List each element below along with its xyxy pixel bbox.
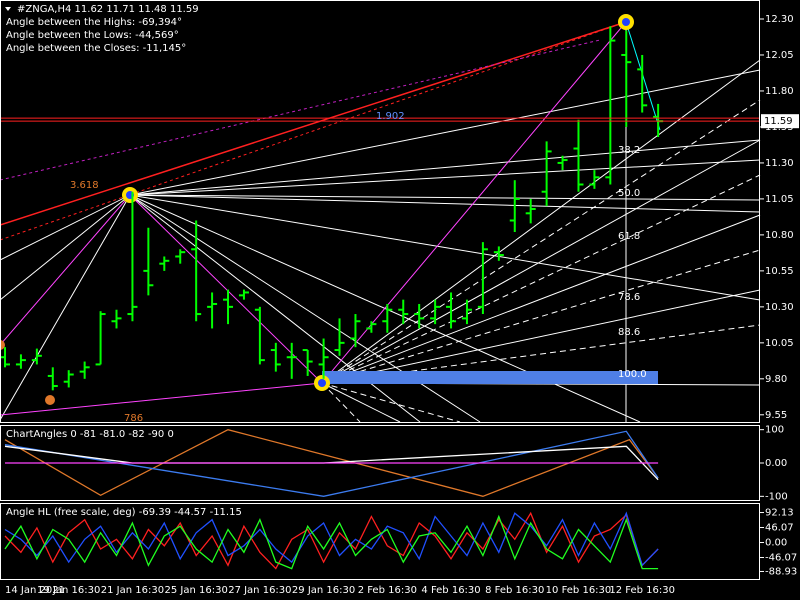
drawing-line (321, 174, 761, 384)
main-pane-border (0, 0, 760, 423)
x-tick-label: 4 Feb 16:30 (421, 585, 480, 596)
x-tick-label: 29 Jan 16:30 (292, 585, 355, 596)
drawing-line (321, 382, 461, 423)
drawing-line (0, 194, 131, 261)
y-tick-label: 100 (765, 425, 784, 436)
indicator-line (4, 511, 659, 567)
y-tick-label: 0.00 (765, 538, 787, 549)
price-box (761, 114, 799, 129)
y-tick-label: -46.07 (765, 553, 797, 564)
x-tick-label: 8 Feb 16:30 (485, 585, 544, 596)
indicator-line (4, 430, 659, 497)
pivot-marker (0, 340, 5, 350)
pane-title: Angle HL (free scale, deg) -69.39 -44.57… (6, 507, 242, 518)
x-tick-label: 21 Jan 16:30 (101, 585, 164, 596)
marks (0, 26, 760, 570)
annotation: 3.618 (70, 180, 99, 191)
fib-zone (322, 371, 658, 384)
drawing-line (321, 382, 401, 423)
x-tick-label: 27 Jan 16:30 (228, 585, 291, 596)
pane-title: ChartAngles 0 -81 -81.0 -82 -90 0 (6, 429, 174, 440)
menu-arrow (5, 7, 11, 11)
x-tick-label: 2 Feb 16:30 (358, 585, 417, 596)
frame (0, 0, 760, 580)
drawing-line (0, 194, 131, 346)
x-tick-label: 14 Jan 2021 (5, 585, 65, 596)
drawing-line (129, 194, 761, 201)
pivot-marker (45, 395, 55, 405)
drawing-line (321, 289, 761, 384)
drawing-line (0, 39, 601, 181)
drawing-line (129, 69, 761, 196)
annotation: 88.6 (618, 327, 640, 338)
drawing-line (129, 194, 761, 301)
annotation: 1.902 (376, 111, 405, 122)
drawing-line (129, 194, 323, 384)
annotation: 100.0 (618, 369, 647, 380)
y-tick-label: 9.55 (765, 410, 787, 421)
price-box-label: 11.59 (764, 116, 793, 127)
pivot-center (622, 18, 630, 26)
annotation: 78.6 (618, 292, 640, 303)
info-line: Angle between the Closes: -11,145° (6, 43, 186, 54)
y-tick-label: 11.30 (765, 158, 794, 169)
drawing-objects (0, 14, 761, 423)
y-tick-label: 10.55 (765, 266, 794, 277)
pivot-center (318, 379, 326, 387)
annotation: 61.8 (618, 231, 640, 242)
labels: #ZNGA,H4 11.62 11.71 11.48 11.59 Angle b… (5, 4, 799, 596)
y-tick-label: 11.05 (765, 194, 794, 205)
indicator-line (4, 514, 659, 570)
annotation: 786 (124, 413, 143, 424)
y-tick-label: 12.30 (765, 14, 794, 25)
info-line: Angle between the Highs: -69,394° (6, 17, 182, 28)
y-tick-label: -100 (765, 491, 788, 502)
drawing-line (129, 194, 481, 423)
drawing-line (0, 382, 323, 416)
drawing-line (321, 382, 361, 423)
drawing-line (321, 139, 761, 384)
y-tick-label: 9.80 (765, 374, 787, 385)
info-line: Angle between the Lows: -44,569° (6, 30, 179, 41)
drawing-line (0, 194, 131, 421)
y-tick-label: 10.05 (765, 338, 794, 349)
y-tick-label: 10.30 (765, 302, 794, 313)
y-tick-label: 12.05 (765, 50, 794, 61)
drawing-line (321, 21, 627, 384)
drawing-line (129, 139, 761, 196)
drawing-line (0, 194, 131, 301)
indicator-line (4, 511, 659, 570)
drawing-line (129, 194, 761, 213)
drawing-line (0, 21, 627, 226)
drawing-line (321, 249, 761, 384)
drawing-line (321, 214, 761, 384)
y-tick-label: 92.13 (765, 508, 794, 519)
annotation: 50.0 (618, 188, 640, 199)
y-tick-label: 0.00 (765, 458, 787, 469)
annotation: 38.2 (618, 145, 640, 156)
y-tick-label: 10.80 (765, 230, 794, 241)
x-tick-label: 25 Jan 16:30 (164, 585, 227, 596)
drawing-line (129, 194, 421, 423)
angles-pane-border (0, 425, 760, 501)
drawing-line (321, 59, 761, 384)
y-tick-label: 11.80 (765, 86, 794, 97)
drawing-line (129, 159, 761, 196)
drawing-line (321, 99, 761, 384)
symbol-header: #ZNGA,H4 11.62 11.71 11.48 11.59 (17, 4, 199, 15)
y-tick-label: 46.07 (765, 523, 794, 534)
x-tick-label: 12 Feb 16:30 (609, 585, 675, 596)
hl-pane-border (0, 503, 760, 580)
x-tick-label: 10 Feb 16:30 (546, 585, 612, 596)
x-tick-label: 19 Jan 16:30 (37, 585, 100, 596)
y-tick-label: -88.93 (765, 566, 797, 577)
